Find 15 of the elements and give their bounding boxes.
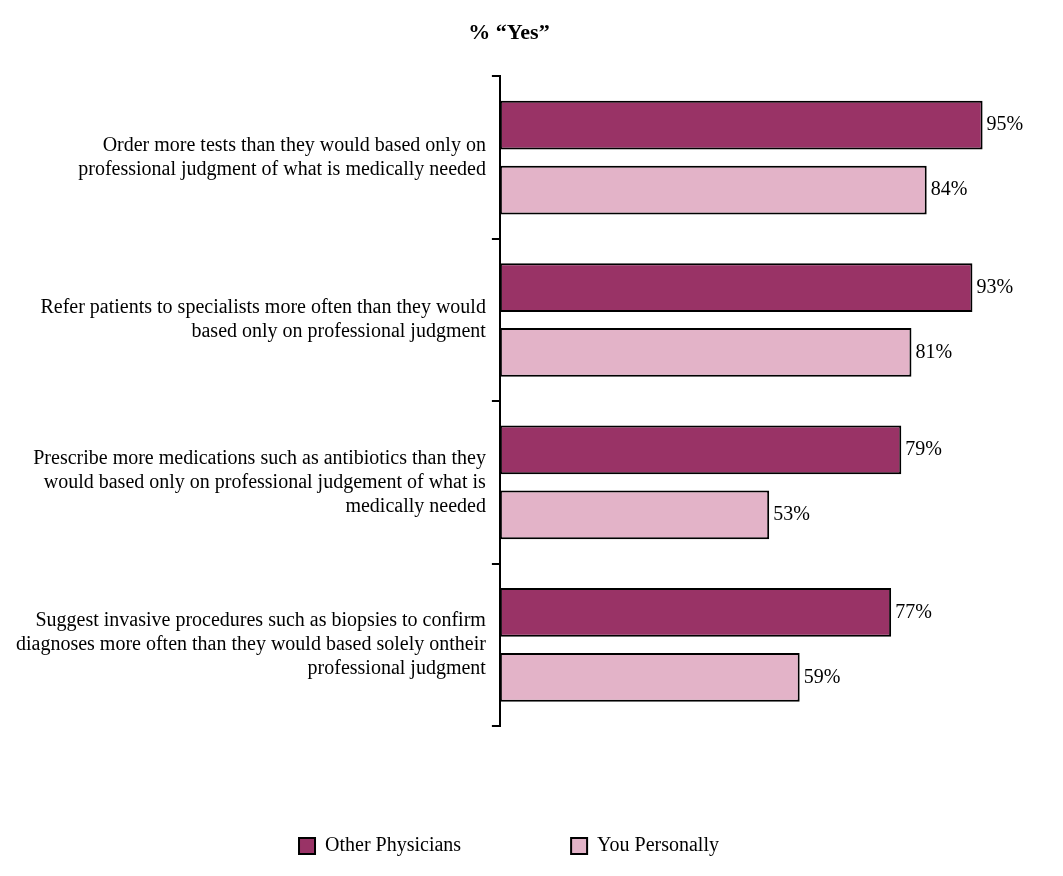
data-label: 84%: [930, 177, 968, 200]
y-tick-label: Suggest invasive procedures such as biopsies to confirm diagnoses more often than they would based solely ontheir professional judgment: [15, 608, 487, 680]
data-label: 53%: [773, 502, 810, 525]
data-label: 59%: [803, 664, 841, 687]
legend-label: You Personally: [597, 833, 719, 857]
y-tick-label: Refer patients to specialists more often than they would based only on professional judgment: [40, 295, 487, 343]
data-label: 81%: [915, 339, 953, 362]
data-label: 93%: [976, 274, 1014, 297]
data-label: 77%: [895, 599, 932, 622]
data-label: 79%: [905, 437, 942, 460]
y-tick-label: Prescribe more medications such as antibiotics than they would based only on professional judgement of what is medically needed: [33, 445, 487, 517]
data-label: 95%: [986, 112, 1024, 135]
y-tick-label: Order more tests than they would based only on professional judgment of what is medically needed: [78, 132, 486, 180]
chart-title: % “Yes”: [468, 18, 550, 44]
legend-label: Other Physicians: [325, 833, 462, 857]
